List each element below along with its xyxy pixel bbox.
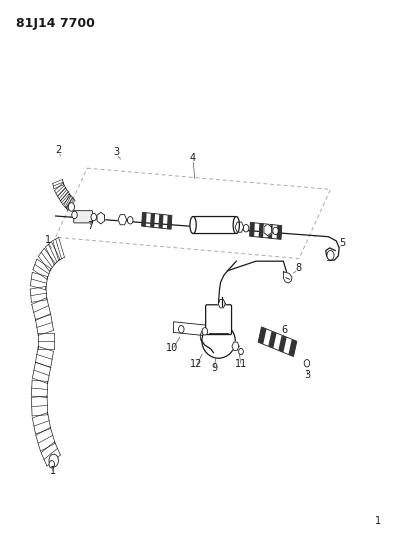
Ellipse shape [202, 324, 235, 358]
Circle shape [178, 326, 184, 333]
Polygon shape [235, 222, 244, 232]
Text: 81J14 7700: 81J14 7700 [17, 17, 95, 30]
Ellipse shape [190, 216, 196, 233]
Text: 1: 1 [375, 516, 381, 526]
Circle shape [68, 203, 74, 211]
Polygon shape [264, 224, 271, 236]
Text: 1: 1 [50, 466, 56, 476]
Polygon shape [268, 331, 277, 349]
Text: 2: 2 [56, 144, 62, 155]
FancyBboxPatch shape [194, 216, 235, 233]
Polygon shape [268, 224, 273, 238]
Polygon shape [141, 212, 172, 229]
Polygon shape [277, 225, 282, 239]
Polygon shape [250, 222, 282, 239]
Polygon shape [218, 300, 225, 308]
Polygon shape [158, 214, 164, 228]
Circle shape [49, 461, 54, 468]
Circle shape [202, 328, 208, 335]
Text: 12: 12 [190, 359, 203, 369]
Text: 7: 7 [87, 221, 93, 231]
Polygon shape [258, 327, 267, 344]
Polygon shape [288, 339, 297, 357]
FancyBboxPatch shape [206, 305, 232, 335]
Circle shape [72, 211, 77, 219]
Text: 11: 11 [235, 359, 247, 369]
Polygon shape [141, 212, 147, 227]
Circle shape [91, 213, 97, 221]
Polygon shape [150, 213, 155, 228]
Text: 9: 9 [211, 362, 217, 373]
Circle shape [304, 360, 310, 367]
Polygon shape [278, 335, 287, 352]
Circle shape [49, 454, 58, 467]
Text: 1: 1 [45, 235, 51, 245]
Ellipse shape [233, 216, 240, 233]
Text: 3: 3 [305, 370, 311, 381]
Polygon shape [250, 222, 255, 237]
FancyBboxPatch shape [74, 211, 93, 223]
Polygon shape [232, 342, 239, 350]
Text: 10: 10 [166, 343, 178, 353]
Text: 6: 6 [281, 325, 288, 335]
Text: 3: 3 [113, 147, 119, 157]
Circle shape [239, 349, 243, 355]
Polygon shape [118, 215, 127, 225]
Text: 4: 4 [190, 152, 196, 163]
Circle shape [327, 251, 334, 260]
Circle shape [243, 224, 249, 232]
Polygon shape [258, 223, 264, 238]
Polygon shape [97, 212, 104, 224]
Circle shape [273, 227, 278, 235]
Polygon shape [167, 215, 172, 229]
Polygon shape [258, 327, 297, 357]
Text: 8: 8 [295, 263, 301, 272]
Circle shape [128, 216, 133, 224]
Text: 5: 5 [339, 238, 346, 247]
